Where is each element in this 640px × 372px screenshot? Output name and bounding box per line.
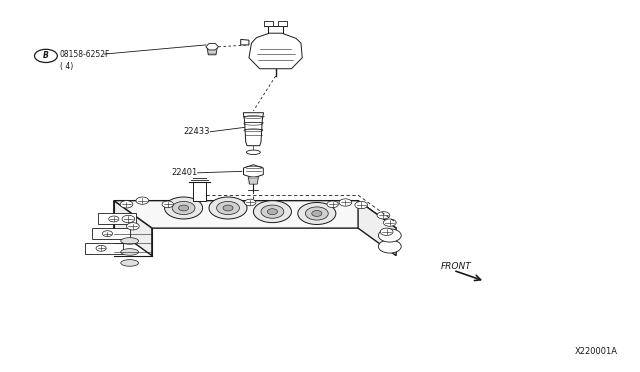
FancyBboxPatch shape	[264, 22, 273, 26]
Polygon shape	[241, 39, 249, 45]
Circle shape	[162, 201, 173, 208]
Circle shape	[383, 219, 396, 226]
Circle shape	[261, 205, 284, 218]
FancyBboxPatch shape	[92, 228, 130, 239]
FancyBboxPatch shape	[85, 243, 124, 254]
Polygon shape	[243, 165, 263, 178]
Circle shape	[216, 201, 239, 215]
Circle shape	[377, 212, 390, 219]
Polygon shape	[207, 48, 217, 55]
Circle shape	[312, 211, 322, 217]
Circle shape	[96, 246, 106, 251]
Circle shape	[244, 199, 256, 206]
Circle shape	[268, 209, 278, 215]
Text: 22401: 22401	[171, 168, 197, 177]
Circle shape	[378, 229, 401, 242]
Circle shape	[164, 197, 203, 219]
Polygon shape	[243, 113, 264, 146]
Polygon shape	[248, 177, 259, 184]
Circle shape	[298, 202, 336, 224]
Text: FRONT: FRONT	[440, 262, 471, 271]
Circle shape	[122, 215, 135, 223]
Circle shape	[172, 201, 195, 215]
Circle shape	[127, 223, 139, 230]
FancyBboxPatch shape	[98, 214, 136, 224]
Ellipse shape	[246, 150, 260, 154]
Text: B: B	[43, 51, 49, 60]
Circle shape	[136, 197, 148, 204]
Ellipse shape	[121, 248, 138, 255]
Circle shape	[327, 201, 339, 208]
Circle shape	[179, 205, 189, 211]
Polygon shape	[114, 201, 396, 228]
Text: X220001A: X220001A	[575, 347, 618, 356]
Text: ( 4): ( 4)	[60, 62, 73, 71]
Text: 08158-6252F: 08158-6252F	[60, 49, 110, 58]
Circle shape	[109, 216, 119, 222]
Circle shape	[355, 201, 367, 209]
Circle shape	[209, 197, 247, 219]
Ellipse shape	[121, 260, 138, 266]
FancyBboxPatch shape	[193, 182, 206, 201]
Circle shape	[102, 231, 113, 237]
FancyBboxPatch shape	[278, 22, 287, 26]
Circle shape	[339, 199, 352, 206]
Circle shape	[223, 205, 233, 211]
Polygon shape	[249, 33, 302, 69]
Circle shape	[120, 201, 133, 208]
Circle shape	[378, 240, 401, 253]
Polygon shape	[206, 44, 218, 50]
Text: 22433: 22433	[184, 127, 210, 136]
Polygon shape	[358, 201, 396, 256]
Polygon shape	[114, 201, 152, 256]
Ellipse shape	[121, 238, 138, 244]
Circle shape	[305, 207, 328, 220]
Circle shape	[253, 201, 291, 223]
Circle shape	[380, 228, 393, 235]
